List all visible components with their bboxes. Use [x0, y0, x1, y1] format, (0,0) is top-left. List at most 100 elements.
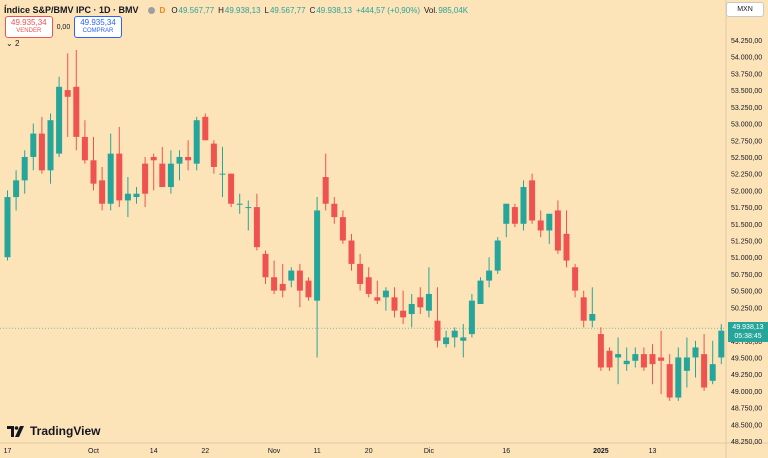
- candle-body[interactable]: [666, 364, 673, 398]
- tradingview-logo[interactable]: TradingView: [7, 424, 100, 438]
- last-price-label: 49.938,13 05:38:45: [728, 322, 768, 343]
- candle-body[interactable]: [451, 330, 458, 338]
- candle-body[interactable]: [305, 280, 312, 298]
- candle-body[interactable]: [692, 347, 699, 358]
- buy-button[interactable]: 49.935,34 COMPRAR: [74, 16, 122, 38]
- candle-body[interactable]: [417, 297, 424, 308]
- candle-body[interactable]: [99, 180, 106, 204]
- candle-body[interactable]: [382, 290, 389, 298]
- candle-body[interactable]: [296, 270, 303, 291]
- candle-body[interactable]: [142, 163, 149, 194]
- candle-body[interactable]: [107, 153, 114, 204]
- candle-body[interactable]: [202, 116, 209, 141]
- candle-body[interactable]: [176, 156, 183, 164]
- candle-body[interactable]: [38, 133, 45, 171]
- candle-body[interactable]: [228, 173, 235, 204]
- high-label: H: [218, 5, 224, 15]
- candle-body[interactable]: [150, 156, 157, 161]
- candle-body[interactable]: [331, 203, 338, 218]
- candle-body[interactable]: [623, 360, 630, 365]
- candle-body[interactable]: [701, 354, 708, 388]
- candle-body[interactable]: [537, 220, 544, 231]
- candle-body[interactable]: [279, 283, 286, 291]
- last-price-value: 49.938,13: [732, 324, 764, 332]
- candle-body[interactable]: [13, 180, 20, 198]
- candle-body[interactable]: [90, 160, 97, 184]
- candle-body[interactable]: [159, 163, 166, 188]
- candle-body[interactable]: [236, 203, 243, 205]
- candle-body[interactable]: [81, 136, 88, 161]
- candle-body[interactable]: [468, 300, 475, 335]
- candle-body[interactable]: [529, 180, 536, 221]
- candle-body[interactable]: [597, 334, 604, 368]
- candle-body[interactable]: [339, 217, 346, 241]
- candle-body[interactable]: [563, 233, 570, 261]
- candle-body[interactable]: [185, 156, 192, 161]
- candle-body[interactable]: [675, 357, 682, 398]
- candle-body[interactable]: [21, 156, 28, 181]
- candle-body[interactable]: [30, 133, 37, 157]
- sell-button[interactable]: 49.935,34 VENDER: [5, 16, 53, 38]
- candle-body[interactable]: [116, 153, 123, 201]
- candle-body[interactable]: [546, 213, 553, 231]
- candle-body[interactable]: [580, 297, 587, 321]
- candle-body[interactable]: [73, 86, 80, 137]
- candle-body[interactable]: [357, 263, 364, 284]
- x-tick-label: 14: [150, 448, 158, 455]
- candle-body[interactable]: [443, 337, 450, 345]
- candle-body[interactable]: [133, 193, 140, 198]
- candle-body[interactable]: [632, 354, 639, 361]
- candle-body[interactable]: [253, 207, 260, 248]
- candle-body[interactable]: [288, 270, 295, 281]
- candle-body[interactable]: [554, 210, 561, 251]
- candle-body[interactable]: [477, 280, 484, 304]
- candle-body[interactable]: [314, 210, 321, 301]
- currency-select[interactable]: MXN: [726, 2, 764, 17]
- candle-body[interactable]: [640, 354, 647, 368]
- candle-body[interactable]: [348, 240, 355, 264]
- candle-body[interactable]: [391, 297, 398, 311]
- indicators-toggle[interactable]: ⌄ 2: [6, 39, 19, 48]
- candle-body[interactable]: [709, 364, 716, 381]
- candle-body[interactable]: [365, 277, 372, 294]
- candle-body[interactable]: [503, 203, 510, 224]
- candle-body[interactable]: [486, 270, 493, 281]
- candle-body[interactable]: [245, 207, 252, 209]
- y-tick-label: 51.250,00: [731, 239, 762, 246]
- change-value: +444,57 (+0,90%): [355, 5, 420, 15]
- tradingview-logo-icon: [7, 425, 24, 437]
- candle-body[interactable]: [124, 193, 131, 201]
- candle-body[interactable]: [374, 297, 381, 301]
- candle-body[interactable]: [572, 267, 579, 291]
- candle-body[interactable]: [649, 354, 656, 365]
- candle-body[interactable]: [718, 330, 725, 358]
- candle-body[interactable]: [56, 86, 63, 154]
- candle-body[interactable]: [271, 277, 278, 291]
- candle-body[interactable]: [167, 163, 174, 188]
- candle-body[interactable]: [589, 314, 596, 321]
- candle-body[interactable]: [408, 303, 415, 315]
- candle-body[interactable]: [400, 310, 407, 318]
- candle-body[interactable]: [47, 120, 54, 171]
- candle-body[interactable]: [219, 173, 226, 175]
- candle-body[interactable]: [425, 293, 432, 311]
- candle-body[interactable]: [193, 120, 200, 164]
- symbol-title[interactable]: Índice S&P/BMV IPC · 1D · BMV: [4, 5, 139, 15]
- candle-body[interactable]: [683, 357, 690, 371]
- logo-text: TradingView: [30, 424, 101, 438]
- candle-body[interactable]: [460, 337, 467, 341]
- candle-body[interactable]: [434, 320, 441, 341]
- candle-body[interactable]: [511, 207, 518, 224]
- candle-body[interactable]: [494, 240, 501, 271]
- candle-body[interactable]: [606, 350, 613, 368]
- candle-body[interactable]: [658, 357, 665, 361]
- candle-body[interactable]: [615, 354, 622, 358]
- candle-body[interactable]: [520, 187, 527, 224]
- candle-body[interactable]: [4, 197, 11, 258]
- candle-body[interactable]: [210, 143, 217, 167]
- candle-body[interactable]: [322, 177, 329, 204]
- y-tick-label: 53.000,00: [731, 122, 762, 129]
- candle-body[interactable]: [262, 253, 269, 278]
- candle-body[interactable]: [64, 90, 71, 97]
